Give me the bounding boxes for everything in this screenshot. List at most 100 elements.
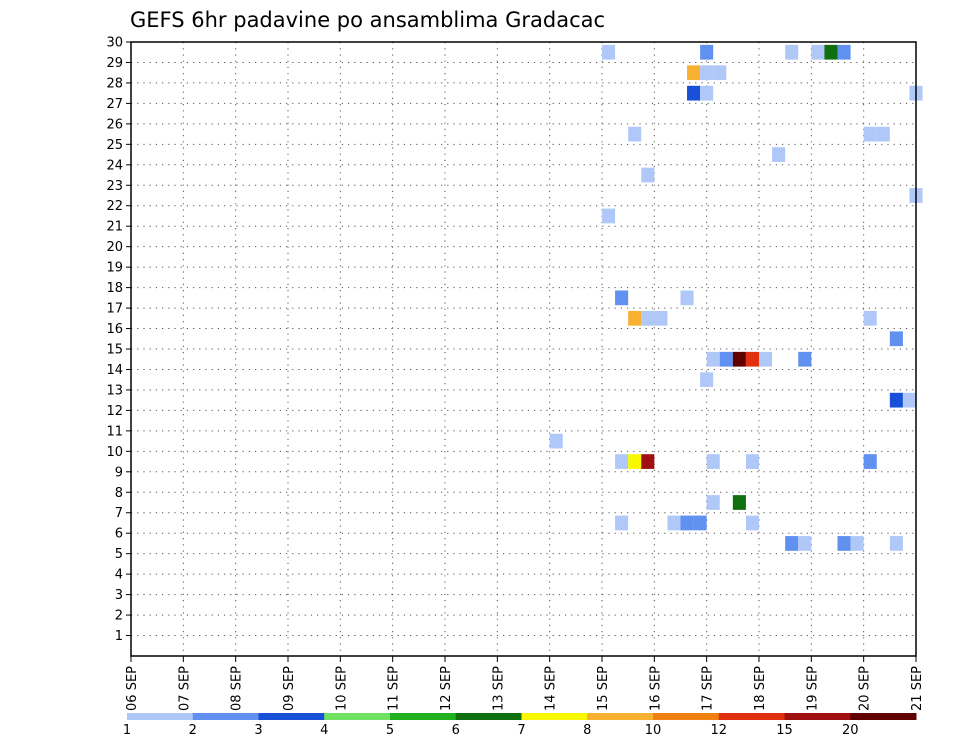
y-tick-label: 12 xyxy=(106,404,123,419)
x-tick-label: 13 SEP xyxy=(491,666,506,711)
colorbar-label: 8 xyxy=(583,723,591,738)
colorbar-segment xyxy=(587,713,654,720)
plot-frame xyxy=(130,41,917,657)
y-tick-label: 7 xyxy=(115,506,123,521)
precip-cell xyxy=(745,351,759,367)
colorbar-label: 1 xyxy=(123,723,131,738)
x-axis-ticks: 06 SEP 07 SEP 08 SEP 09 SEP 10 SEP 11 SEP 12 S… xyxy=(125,656,925,711)
colorbar-label: 5 xyxy=(386,723,394,738)
precipitation-cells xyxy=(549,44,923,551)
precip-cell xyxy=(719,351,733,367)
x-tick-label: 08 SEP xyxy=(230,666,245,711)
colorbar-segment xyxy=(455,713,522,720)
x-tick-label: 21 SEP xyxy=(910,666,925,711)
precip-cell xyxy=(680,290,694,306)
precip-cell xyxy=(785,536,799,551)
y-tick-label: 8 xyxy=(115,486,123,501)
precip-cell xyxy=(615,515,629,531)
y-tick-label: 30 xyxy=(106,36,123,51)
chart-title: GEFS 6hr padavine po ansamblima Gradacac xyxy=(130,8,605,32)
grid-lines xyxy=(130,41,917,656)
precip-cell xyxy=(667,515,681,531)
colorbar-segment xyxy=(258,713,325,720)
precip-cell xyxy=(745,454,759,469)
y-tick-label: 21 xyxy=(106,220,123,235)
y-tick-label: 15 xyxy=(106,343,123,358)
x-tick-label: 16 SEP xyxy=(648,666,663,711)
y-tick-label: 13 xyxy=(106,383,123,398)
y-tick-label: 16 xyxy=(106,322,123,337)
x-tick-label: 18 SEP xyxy=(753,666,768,711)
precip-cell xyxy=(863,310,877,326)
y-tick-label: 4 xyxy=(115,568,123,583)
precip-cell xyxy=(706,351,720,367)
precip-cell xyxy=(615,454,629,469)
x-tick-label: 07 SEP xyxy=(177,666,192,711)
colorbar-label: 20 xyxy=(842,723,859,738)
precip-cell xyxy=(615,290,629,306)
precip-cell xyxy=(863,454,877,469)
colorbar-label: 7 xyxy=(517,723,525,738)
y-tick-label: 19 xyxy=(106,261,123,276)
colorbar-segment xyxy=(850,713,917,720)
y-tick-label: 23 xyxy=(106,179,123,194)
precip-cell xyxy=(889,331,903,347)
y-tick-label: 3 xyxy=(115,588,123,603)
y-tick-label: 5 xyxy=(115,547,123,562)
colorbar-label: 4 xyxy=(320,723,328,738)
precip-cell xyxy=(687,85,701,101)
precip-cell xyxy=(889,536,903,551)
y-tick-label: 1 xyxy=(115,629,123,644)
precip-cell xyxy=(680,515,694,531)
precip-cell xyxy=(850,536,864,551)
precip-cell xyxy=(876,126,890,142)
precip-cell xyxy=(811,44,825,60)
x-tick-label: 09 SEP xyxy=(282,666,297,711)
y-tick-label: 27 xyxy=(106,97,123,112)
precip-cell xyxy=(628,310,642,326)
precip-cell xyxy=(732,351,746,367)
precip-cell xyxy=(654,310,668,326)
y-tick-label: 24 xyxy=(106,158,123,173)
colorbar-segment xyxy=(784,713,851,720)
precip-cell xyxy=(641,167,655,183)
y-tick-label: 6 xyxy=(115,527,123,542)
y-tick-label: 2 xyxy=(115,609,123,624)
precip-cell xyxy=(798,351,812,367)
colorbar-label: 15 xyxy=(776,723,793,738)
y-tick-label: 25 xyxy=(106,138,123,153)
colorbar-segment xyxy=(324,713,391,720)
precip-cell xyxy=(713,65,727,81)
x-tick-label: 19 SEP xyxy=(805,666,820,711)
precip-cell xyxy=(706,495,720,510)
y-tick-label: 14 xyxy=(106,363,123,378)
precip-cell xyxy=(687,65,701,81)
colorbar-label: 10 xyxy=(645,723,662,738)
colorbar-segment xyxy=(718,713,785,720)
x-tick-label: 06 SEP xyxy=(125,666,140,711)
x-tick-label: 11 SEP xyxy=(387,666,402,711)
x-tick-label: 14 SEP xyxy=(544,666,559,711)
x-tick-label: 10 SEP xyxy=(334,666,349,711)
precip-cell xyxy=(700,65,714,81)
precip-cell xyxy=(700,85,714,101)
precip-cell xyxy=(837,44,851,60)
colorbar-segment xyxy=(192,713,259,720)
precip-cell xyxy=(798,536,812,551)
colorbar-segment xyxy=(653,713,720,720)
y-tick-label: 18 xyxy=(106,281,123,296)
colorbar-label: 2 xyxy=(189,723,197,738)
precip-cell xyxy=(628,454,642,469)
precip-cell xyxy=(759,351,773,367)
y-tick-label: 29 xyxy=(106,56,123,71)
colorbar-segment xyxy=(521,713,588,720)
colorbar: 1 2 3 4 5 6 7 8 10 12 15 20 xyxy=(123,713,917,738)
precip-cell xyxy=(889,392,903,408)
precip-cell xyxy=(700,44,714,60)
precip-cell xyxy=(700,372,714,388)
precip-cell xyxy=(641,310,655,326)
precip-cell xyxy=(628,126,642,142)
precip-cell xyxy=(641,454,655,469)
precip-cell xyxy=(863,126,877,142)
